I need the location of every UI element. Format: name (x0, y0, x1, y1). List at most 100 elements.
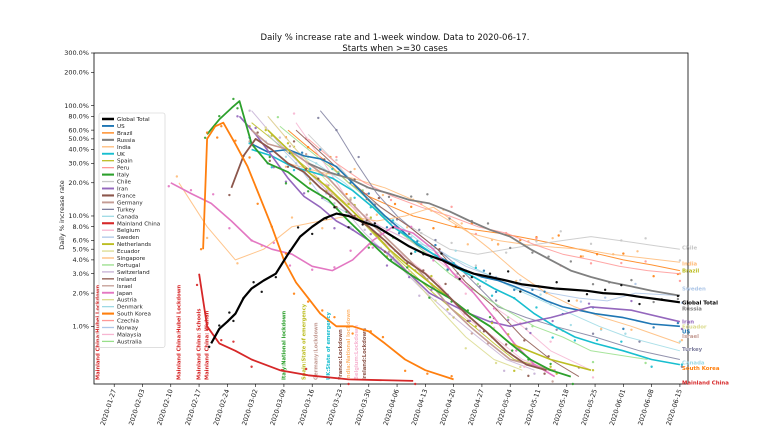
legend-entry: Netherlands (117, 242, 151, 248)
end-label: Mainland China (682, 380, 729, 386)
series-point (418, 228, 421, 232)
series-point (452, 261, 455, 265)
event-annotation: Mainland China: Wuhan (205, 310, 211, 380)
series-point (220, 338, 223, 342)
series-point (248, 156, 251, 159)
series-point (454, 225, 457, 228)
series-point (232, 97, 235, 101)
series-point (678, 279, 682, 283)
series-point (349, 196, 352, 200)
series-line (279, 125, 648, 360)
series-line (198, 273, 414, 382)
series-point (492, 307, 496, 310)
legend-entry: Czechia (117, 319, 139, 325)
series-point (228, 227, 231, 230)
series-point (680, 365, 684, 368)
series-point (353, 214, 356, 218)
series-point (311, 232, 314, 236)
y-tick-label: 300.0% (64, 49, 89, 57)
series-point (464, 347, 467, 350)
series-point (347, 382, 350, 386)
series-point (284, 182, 288, 185)
series-point (216, 136, 219, 139)
series-point (397, 232, 401, 235)
series-point (347, 202, 350, 206)
series-point (304, 152, 308, 156)
x-tick-label: 2020-04-13 (410, 388, 429, 426)
series-point (531, 363, 534, 366)
x-tick-label: 2020-04-20 (438, 388, 457, 426)
series-point (432, 259, 435, 262)
legend-entry: Canada (117, 214, 138, 220)
series-point (531, 251, 534, 254)
series-point (391, 219, 395, 222)
series-point (547, 355, 550, 358)
series-point (414, 250, 417, 253)
end-label: Canada (682, 360, 705, 366)
y-tick-label: 40.0% (68, 146, 89, 154)
series-point (349, 198, 352, 202)
series-point (446, 268, 449, 271)
series-point (327, 170, 330, 174)
end-label: India (682, 262, 698, 268)
series-point (678, 340, 682, 343)
series-line (287, 149, 681, 352)
series-point (306, 190, 310, 193)
series-point (636, 250, 639, 253)
x-tick-label: 2020-02-24 (212, 388, 231, 426)
series-point (232, 319, 235, 323)
series-point (494, 290, 498, 294)
series-point (591, 332, 595, 335)
series-point (533, 372, 536, 375)
y-tick-label: 4.0% (72, 256, 89, 264)
series-point (363, 228, 366, 232)
series-point (274, 275, 278, 279)
series-point (567, 299, 571, 303)
series-point (405, 266, 409, 269)
legend-entry: Mainland China (117, 221, 160, 227)
series-point (474, 264, 478, 267)
series-point (454, 275, 457, 279)
series-point (272, 241, 275, 245)
series-point (349, 249, 352, 252)
series-point (573, 339, 577, 342)
series-point (638, 302, 641, 306)
series-point (335, 155, 338, 159)
series-point (333, 227, 336, 230)
series-point (407, 232, 411, 236)
series-point (195, 283, 199, 287)
series-point (511, 349, 514, 352)
legend-entry: Australia (117, 339, 142, 345)
series-point (333, 202, 336, 205)
series-point (284, 155, 288, 158)
series-point (304, 167, 308, 171)
series-point (569, 323, 573, 327)
x-tick-label: 2020-05-04 (495, 388, 514, 426)
series-point (634, 282, 637, 286)
series-point (470, 288, 474, 292)
series-point (325, 217, 328, 220)
series-point (286, 165, 290, 169)
end-label: Chile (682, 245, 697, 251)
series-point (513, 369, 516, 373)
series-point (389, 258, 393, 262)
series-point (474, 325, 478, 328)
series-point (250, 239, 253, 242)
y-tick-label: 50.0% (68, 135, 89, 143)
series-point (347, 226, 350, 229)
series-point (292, 112, 296, 115)
series-point (327, 184, 330, 187)
series-point (458, 277, 461, 281)
chart-title-line1: Daily % increase rate and 1-week window.… (261, 33, 530, 43)
series-point (680, 338, 684, 342)
x-tick-label: 2020-06-15 (665, 388, 684, 426)
series-point (365, 197, 368, 201)
series-point (506, 316, 510, 319)
x-tick-label: 2020-03-30 (353, 388, 372, 426)
series-point (288, 249, 292, 253)
series-point (218, 324, 221, 327)
event-annotation: Spain:State of emergency (302, 303, 308, 380)
x-tick-label: 2020-06-01 (608, 388, 627, 426)
legend-entry: India (117, 145, 131, 151)
series-point (515, 279, 518, 283)
